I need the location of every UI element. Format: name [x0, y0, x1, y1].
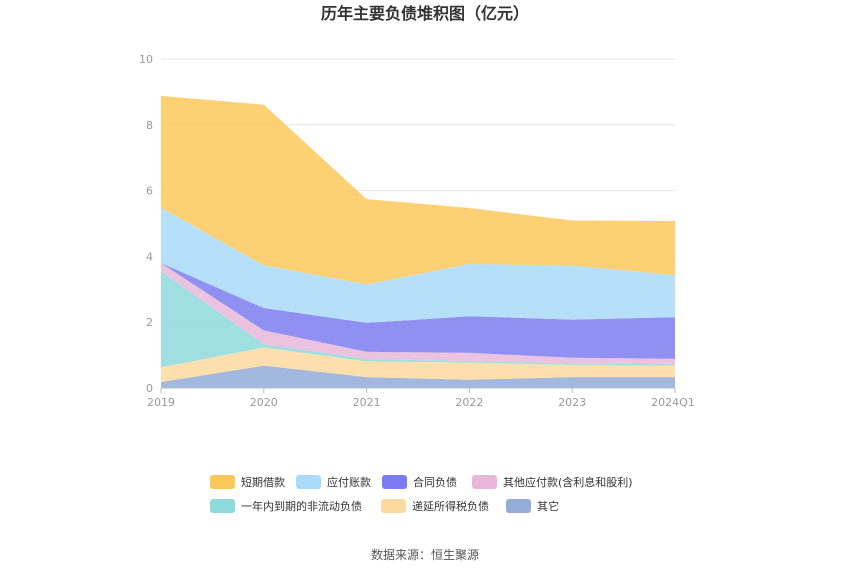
legend-label: 其他应付款(含利息和股利): [503, 475, 633, 489]
legend-item[interactable]: 一年内到期的非流动负债: [210, 499, 362, 513]
area-series-6: [161, 95, 675, 285]
legend-item[interactable]: 递延所得税负债: [381, 499, 489, 513]
y-tick-label: 6: [146, 185, 153, 198]
legend-item[interactable]: 短期借款: [210, 475, 285, 489]
legend-item[interactable]: 合同负债: [382, 475, 457, 489]
x-tick-label: 2020: [250, 396, 278, 409]
legend-label: 其它: [537, 499, 559, 513]
area-series-4: [161, 262, 675, 359]
x-tick-label: 2019: [147, 396, 175, 409]
y-tick-label: 0: [146, 382, 153, 395]
y-tick-label: 4: [146, 250, 153, 263]
y-tick-label: 10: [139, 53, 153, 66]
area-series-5: [161, 207, 675, 323]
x-tick-label: 2024Q1: [651, 396, 695, 409]
legend-swatch: [382, 475, 407, 489]
legend-swatch: [506, 499, 531, 513]
y-tick-label: 8: [146, 119, 153, 132]
legend-label: 一年内到期的非流动负债: [241, 499, 362, 513]
axes: 0 2 4 6 8 10 2019 2020 2021 2022 2023 2024Q1: [139, 53, 695, 409]
areas: [161, 95, 675, 388]
legend-item[interactable]: 应付账款: [296, 475, 371, 489]
legend: 短期借款 应付账款 合同负债 其他应付款(含利息和股利) 一年内到期的非流动负债 递延所得…: [210, 475, 633, 513]
legend-swatch: [296, 475, 321, 489]
legend-item[interactable]: 其他应付款(含利息和股利): [472, 475, 633, 489]
data-source-note: 数据来源：恒生聚源: [371, 547, 479, 562]
legend-label: 短期借款: [241, 475, 285, 489]
legend-label: 应付账款: [327, 475, 371, 489]
y-tick-label: 2: [146, 316, 153, 329]
legend-swatch: [472, 475, 497, 489]
legend-swatch: [381, 499, 406, 513]
legend-label: 递延所得税负债: [412, 499, 489, 513]
area-series-3: [161, 262, 675, 365]
x-tick-label: 2023: [558, 396, 586, 409]
legend-item[interactable]: 其它: [506, 499, 559, 513]
x-tick-label: 2022: [455, 396, 483, 409]
legend-swatch: [210, 475, 235, 489]
legend-label: 合同负债: [413, 475, 457, 489]
chart-title: 历年主要负债堆积图（亿元）: [321, 4, 529, 23]
area-series-1: [161, 347, 675, 383]
x-tick-label: 2021: [353, 396, 381, 409]
area-series-0: [161, 365, 675, 388]
legend-swatch: [210, 499, 235, 513]
